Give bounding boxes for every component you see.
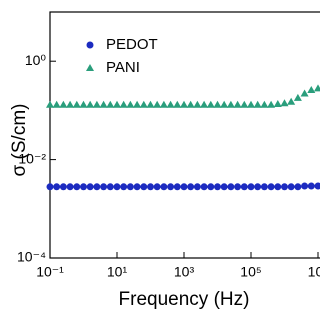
circle-point (281, 183, 288, 191)
triangle-point (193, 100, 202, 108)
circle-point (180, 183, 188, 191)
circle-point (301, 182, 309, 190)
triangle-point (72, 100, 81, 108)
legend-label: PEDOT (106, 36, 158, 53)
triangle-point (213, 100, 222, 108)
circle-point (133, 183, 141, 191)
triangle-point (226, 100, 235, 108)
x-tick-label: 10¹ (107, 264, 128, 280)
triangle-point (287, 97, 296, 105)
circle-point (167, 183, 175, 191)
circle-point (147, 183, 154, 191)
triangle-point (133, 100, 142, 108)
legend-label: PANI (106, 59, 140, 76)
circle-point (187, 183, 195, 191)
triangle-point (200, 100, 209, 108)
triangle-point (247, 100, 255, 108)
circle-point (100, 183, 108, 191)
circle-point (120, 183, 128, 191)
triangle-point (267, 100, 276, 108)
triangle-point (99, 100, 108, 108)
circle-point (214, 183, 221, 191)
triangle-point (106, 100, 115, 108)
triangle-point (159, 100, 168, 108)
circle-point (287, 183, 295, 191)
y-tick-label: 10⁻² (18, 150, 46, 166)
circle-point (160, 183, 168, 191)
triangle-point (46, 100, 54, 108)
triangle-point (119, 100, 128, 108)
triangle-point (166, 100, 175, 108)
circle-point (86, 183, 94, 191)
circle-point (260, 183, 268, 191)
triangle-point (59, 100, 68, 108)
circle-point (294, 183, 302, 191)
circle-point (267, 183, 275, 191)
x-axis-label: Frequency (Hz) (119, 289, 250, 310)
legend-marker (86, 64, 94, 71)
legend-marker (86, 41, 94, 49)
triangle-point (240, 100, 249, 108)
y-axis-label: σ (S/cm) (9, 104, 30, 177)
circle-point (153, 183, 161, 191)
triangle-point (220, 100, 229, 108)
triangle-point (146, 100, 155, 108)
x-tick-label: 10⁵ (240, 264, 261, 280)
triangle-point (206, 100, 215, 108)
y-tick-label: 10⁰ (25, 52, 47, 68)
x-tick-label: 10⁻¹ (36, 264, 64, 280)
circle-point (307, 182, 315, 190)
triangle-point (92, 100, 101, 108)
circle-point (113, 183, 121, 191)
circle-point (46, 183, 54, 191)
y-tick-label: 10⁻⁴ (17, 249, 46, 265)
triangle-point (153, 100, 162, 108)
circle-point (247, 183, 255, 191)
circle-point (220, 183, 228, 191)
triangle-point (280, 99, 289, 107)
triangle-point (307, 85, 316, 93)
circle-point (200, 183, 208, 191)
triangle-point (293, 93, 302, 101)
circle-point (140, 183, 148, 191)
circle-point (93, 183, 101, 191)
circle-point (207, 183, 215, 191)
circle-point (240, 183, 248, 191)
triangle-point (253, 100, 262, 108)
circle-point (227, 183, 235, 191)
circle-point (234, 183, 242, 191)
circle-point (274, 183, 282, 191)
circle-point (80, 183, 87, 191)
triangle-point (273, 99, 282, 107)
circle-point (53, 183, 61, 191)
triangle-point (233, 100, 242, 108)
triangle-point (66, 100, 75, 108)
triangle-point (79, 100, 88, 108)
circle-point (173, 183, 181, 191)
plot-frame (49, 11, 320, 259)
circle-point (106, 183, 114, 191)
triangle-point (126, 100, 135, 108)
triangle-point (186, 100, 195, 108)
triangle-point (113, 100, 121, 108)
triangle-point (180, 100, 188, 108)
circle-point (254, 183, 262, 191)
circle-point (126, 183, 134, 191)
circle-point (193, 183, 201, 191)
triangle-point (314, 84, 320, 92)
x-tick-label: 10⁷ (308, 264, 320, 280)
circle-point (314, 182, 320, 190)
circle-point (73, 183, 81, 191)
circle-point (59, 183, 67, 191)
circle-point (66, 183, 74, 191)
x-tick-label: 10³ (174, 264, 195, 280)
triangle-point (52, 100, 61, 108)
triangle-point (300, 89, 309, 97)
triangle-point (173, 100, 182, 108)
triangle-point (86, 100, 95, 108)
triangle-point (260, 100, 269, 108)
triangle-point (139, 100, 148, 108)
